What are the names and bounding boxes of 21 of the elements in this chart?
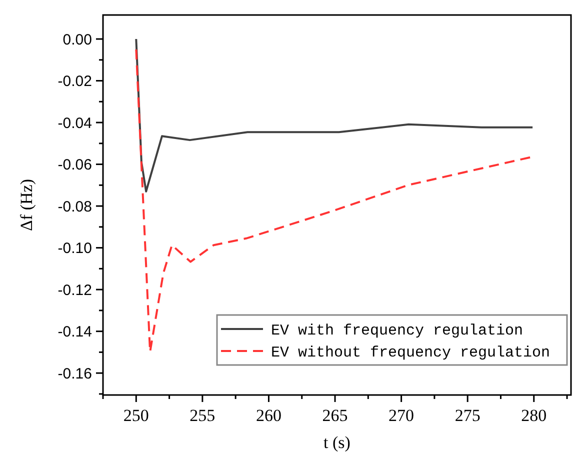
- line-series: [135, 38, 534, 192]
- legend-label: EV without frequency regulation: [271, 344, 550, 362]
- y-tick-label: -0.16: [58, 365, 92, 382]
- y-tick-label: -0.14: [58, 324, 92, 341]
- y-tick-label: 0.00: [62, 31, 92, 48]
- x-tick-label: 255: [190, 406, 216, 425]
- y-tick-label: -0.04: [58, 114, 92, 132]
- y-tick-label: -0.06: [58, 156, 92, 174]
- y-tick-label: -0.10: [58, 240, 92, 258]
- x-tick-label: 265: [322, 406, 348, 425]
- x-tick-label: 250: [123, 406, 149, 425]
- y-tick-label: -0.08: [58, 198, 92, 216]
- x-tick-label: 270: [388, 406, 414, 425]
- legend-label: EV with frequency regulation: [271, 322, 524, 340]
- x-axis-title: t (s): [324, 433, 350, 452]
- y-tick-label: -0.02: [58, 73, 92, 90]
- y-axis-title: Δf (Hz): [17, 179, 36, 231]
- x-tick-label: 280: [521, 406, 547, 425]
- y-tick-label: -0.12: [58, 282, 92, 299]
- x-tick-label: 260: [256, 406, 282, 425]
- x-tick-label: 275: [454, 406, 480, 425]
